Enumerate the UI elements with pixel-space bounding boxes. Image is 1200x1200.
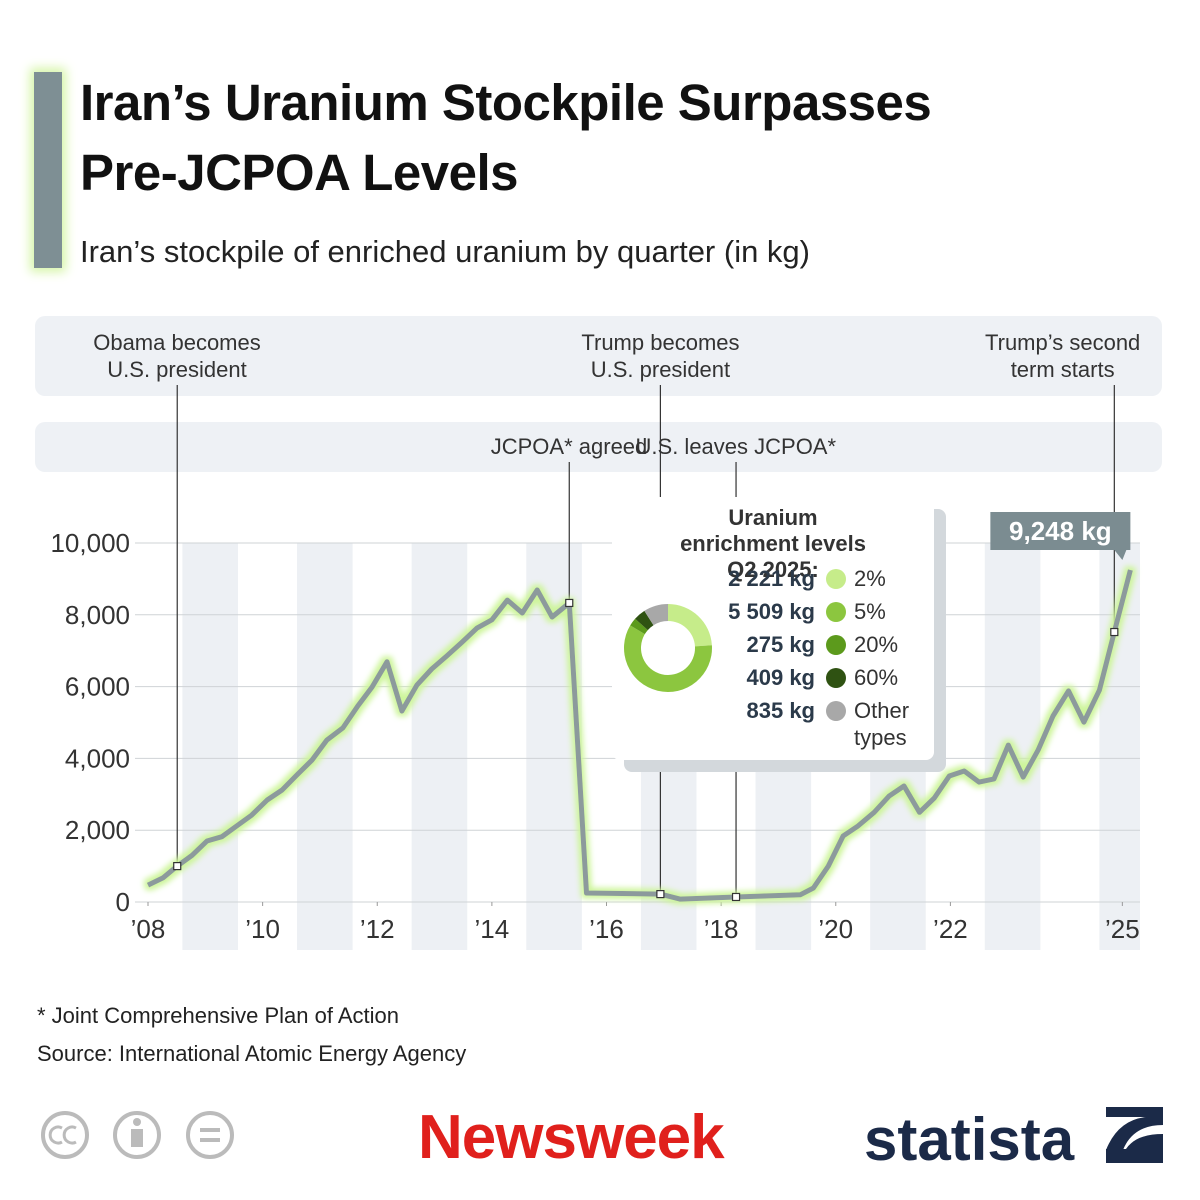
event-marker [731, 892, 741, 902]
legend-label: 2% [854, 566, 886, 591]
event-marker [656, 890, 665, 899]
title-bar [34, 72, 62, 268]
legend-swatch [826, 635, 846, 655]
legend-swatch [826, 569, 846, 589]
source: Source: International Atomic Energy Agen… [37, 1041, 467, 1066]
footnote: * Joint Comprehensive Plan of Action [37, 1003, 399, 1028]
statista-logo: statista [864, 1106, 1075, 1173]
title: Iran’s Uranium Stockpile Surpasses Pre-J… [80, 74, 932, 201]
newsweek-logo: Newsweek [418, 1103, 725, 1172]
y-tick-label: 10,000 [50, 528, 130, 558]
legend-value: 5 509 kg [728, 599, 815, 624]
event-label: JCPOA* agreed [490, 434, 648, 459]
event-band [35, 422, 1162, 472]
legend-value: 275 kg [746, 632, 816, 657]
x-tick-label: ’14 [475, 914, 510, 944]
legend-swatch [826, 668, 846, 688]
legend-label: 5% [854, 599, 886, 624]
donut-slice [644, 604, 668, 626]
event-label: Trump becomes U.S. president [581, 330, 740, 382]
legend-swatch [826, 602, 846, 622]
x-tick-label: ’25 [1105, 914, 1140, 944]
event-label: Trump’s second term starts [985, 330, 1141, 382]
legend-label: 60% [854, 665, 899, 690]
year-stripe [984, 543, 1041, 950]
legend-swatch [826, 701, 846, 721]
year-stripe [182, 543, 238, 950]
y-tick-label: 6,000 [65, 672, 130, 702]
y-tick-label: 0 [116, 887, 130, 917]
y-tick-label: 8,000 [65, 600, 130, 630]
legend-value: 409 kg [746, 665, 816, 690]
legend-value: 835 kg [746, 698, 816, 723]
inset-panel: Uranium enrichment levels Q2 2025: 2 221… [612, 497, 934, 760]
x-tick-label: ’08 [131, 914, 166, 944]
x-tick-label: ’22 [933, 914, 968, 944]
donut-slice [635, 610, 654, 631]
x-tick-label: ’16 [589, 914, 624, 944]
value-label: 9,248 kg [1009, 516, 1112, 546]
subtitle: Iran’s stockpile of enriched uranium by … [80, 234, 810, 269]
donut-slice [624, 625, 712, 692]
x-tick-label: ’18 [704, 914, 739, 944]
y-tick-label: 2,000 [65, 815, 130, 845]
statista-icon [1106, 1107, 1163, 1163]
donut-slice [630, 618, 648, 635]
y-tick-label: 4,000 [65, 743, 130, 773]
year-stripe [526, 543, 582, 950]
event-label: U.S. leaves JCPOA* [635, 434, 837, 459]
year-stripe [411, 543, 468, 950]
event-band [35, 316, 1162, 396]
legend-label: 20% [854, 632, 899, 657]
event-marker [173, 861, 182, 871]
legend-value: 2 221 kg [728, 566, 815, 591]
x-tick-label: ’10 [245, 914, 280, 944]
callout-box [990, 511, 1131, 560]
x-tick-label: ’12 [360, 914, 395, 944]
event-marker [1110, 627, 1119, 637]
data-line [146, 569, 1133, 902]
x-tick-label: ’20 [818, 914, 853, 944]
donut-chart [624, 604, 712, 692]
inset-title: Uranium enrichment levels Q2 2025: [680, 505, 866, 582]
event-marker [565, 598, 574, 608]
donut-slice [668, 604, 712, 647]
license-icons [41, 1111, 234, 1159]
legend-label: Other types [854, 698, 910, 750]
event-label: Obama becomes U.S. president [93, 330, 261, 382]
